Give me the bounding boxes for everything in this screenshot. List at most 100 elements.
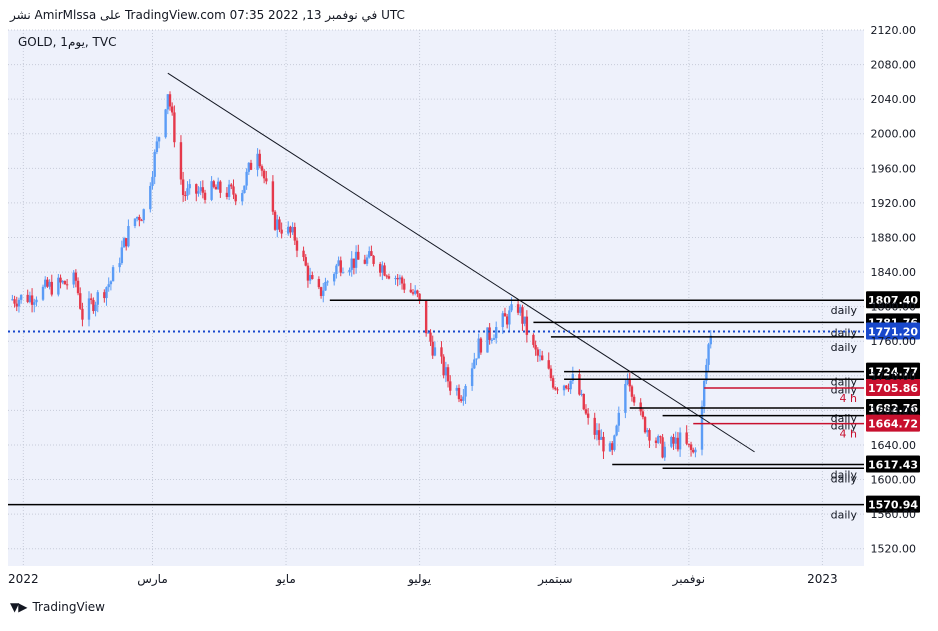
candle-body xyxy=(332,273,336,282)
candle-body xyxy=(519,307,522,313)
candle-body xyxy=(44,279,47,287)
candle-body xyxy=(503,313,507,317)
price-badge xyxy=(866,322,920,340)
candle-body xyxy=(212,181,215,187)
candle-body xyxy=(17,299,21,307)
symbol-label: GOLD, 1يوم, TVC xyxy=(18,35,116,50)
candle-body xyxy=(702,380,706,407)
candle-body xyxy=(11,299,14,301)
candle-body xyxy=(94,304,97,312)
price-badge xyxy=(866,414,920,432)
candle-body xyxy=(232,186,235,195)
candle-body xyxy=(661,437,664,458)
candle-body xyxy=(516,304,520,313)
candle-body xyxy=(92,299,95,312)
y-tick-label: 1920.00 xyxy=(871,197,917,210)
candle-body xyxy=(35,299,38,303)
candle-body xyxy=(280,229,283,234)
candle-body xyxy=(602,436,605,452)
candle-body xyxy=(26,294,29,302)
candle-body xyxy=(219,181,222,193)
candle-body xyxy=(201,187,205,193)
candle-body xyxy=(648,430,651,441)
level-tag: 4 h xyxy=(840,428,857,441)
candle-body xyxy=(486,327,489,353)
candle-body xyxy=(63,280,67,285)
candle-body xyxy=(363,259,367,264)
time-axis[interactable]: 2022 مارس مايو يوليو سبتمبر نوفمبر 2023 xyxy=(8,572,838,587)
candle-body xyxy=(339,260,342,273)
tradingview-logo-icon: ▼▶ xyxy=(10,600,27,614)
candle-body xyxy=(151,176,154,186)
candle-body xyxy=(501,313,504,328)
candle-body xyxy=(74,272,78,281)
candle-body xyxy=(243,185,246,194)
candle-body xyxy=(464,386,467,397)
candle-body xyxy=(383,265,386,276)
price-badge xyxy=(866,399,920,417)
candle-body xyxy=(247,162,251,172)
footer-brand[interactable]: ▼▶ TradingView xyxy=(10,600,105,614)
candle-body xyxy=(510,304,513,311)
candle-body xyxy=(611,443,614,450)
candle-body xyxy=(354,251,358,268)
candle-body xyxy=(181,179,185,196)
candle-body xyxy=(372,255,375,264)
candle-body xyxy=(291,226,294,233)
candle-body xyxy=(470,368,474,387)
candle-body xyxy=(216,181,220,190)
candle-body xyxy=(556,389,559,391)
candle-body xyxy=(337,260,340,266)
candle-body xyxy=(120,247,124,264)
candle-body xyxy=(455,387,458,391)
trendline-layer[interactable] xyxy=(167,72,755,453)
level-tag: daily xyxy=(831,420,858,433)
candle-body xyxy=(615,425,618,436)
x-tick-label: سبتمبر xyxy=(537,572,572,587)
candle-body xyxy=(33,302,36,305)
candle-body xyxy=(125,238,128,247)
levels-layer[interactable]: daily1807.40daily1781.761771.20dailydail… xyxy=(8,291,920,522)
x-tick-label: مارس xyxy=(137,572,168,587)
candle-body xyxy=(694,449,697,453)
price-axis[interactable]: 2120.00 2080.00 2040.00 2000.00 1960.00 1920.… xyxy=(871,24,917,556)
candle-body xyxy=(306,265,310,281)
candle-body xyxy=(689,444,693,450)
candle-body xyxy=(308,275,312,281)
candle-body xyxy=(442,356,445,376)
candle-body xyxy=(600,436,603,440)
x-tick-label: مايو xyxy=(275,572,296,587)
candle-body xyxy=(168,94,172,107)
candle-body xyxy=(262,170,266,179)
candle-body xyxy=(13,299,16,304)
price-badge-label: 1617.43 xyxy=(868,458,918,471)
candle-body xyxy=(203,192,207,200)
x-tick-label: نوفمبر xyxy=(672,572,705,587)
candle-body xyxy=(554,387,557,390)
candle-body xyxy=(674,437,677,444)
candle-body xyxy=(433,347,437,356)
level-tag: daily xyxy=(831,472,858,485)
candle-body xyxy=(707,344,710,365)
price-badge-label: 1807.40 xyxy=(868,294,918,307)
candle-body xyxy=(188,184,191,189)
candle-body xyxy=(304,257,307,266)
candle-body xyxy=(678,432,682,450)
candle-body xyxy=(654,440,658,443)
candle-body xyxy=(111,267,115,282)
candle-body xyxy=(173,112,176,143)
candle-body xyxy=(61,280,64,283)
candle-body xyxy=(260,166,264,171)
candle-body xyxy=(214,186,218,190)
y-tick-label: 2040.00 xyxy=(871,93,917,106)
candle-body xyxy=(46,279,49,287)
x-tick-label: 2022 xyxy=(8,572,39,586)
candle-body xyxy=(311,275,314,279)
price-badge-label: 1724.77 xyxy=(868,366,918,379)
candle-body xyxy=(700,406,704,450)
candle-body xyxy=(663,446,666,458)
candle-body xyxy=(157,137,161,142)
price-badge-label: 1771.20 xyxy=(868,326,918,339)
